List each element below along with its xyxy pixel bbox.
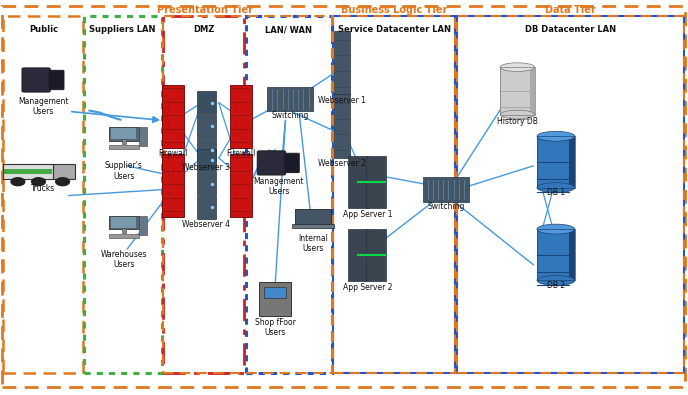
- FancyBboxPatch shape: [53, 164, 75, 179]
- FancyBboxPatch shape: [259, 282, 291, 316]
- FancyBboxPatch shape: [3, 164, 53, 179]
- Text: Presentation Tier: Presentation Tier: [157, 5, 253, 15]
- Circle shape: [11, 178, 25, 186]
- Text: App Server 2: App Server 2: [343, 283, 393, 292]
- Bar: [333, 16, 455, 373]
- Text: Shop fFoor
Users: Shop fFoor Users: [255, 318, 296, 337]
- FancyBboxPatch shape: [334, 94, 350, 158]
- Ellipse shape: [500, 63, 535, 71]
- FancyBboxPatch shape: [295, 209, 331, 226]
- Ellipse shape: [537, 276, 574, 286]
- FancyBboxPatch shape: [284, 153, 299, 173]
- Circle shape: [32, 178, 45, 186]
- Bar: [537, 229, 575, 280]
- Bar: [530, 67, 535, 115]
- Text: Trucks: Trucks: [31, 184, 56, 194]
- FancyBboxPatch shape: [230, 85, 252, 148]
- FancyBboxPatch shape: [197, 172, 216, 195]
- Ellipse shape: [537, 132, 574, 141]
- Bar: [570, 136, 575, 188]
- FancyBboxPatch shape: [348, 156, 369, 208]
- FancyBboxPatch shape: [334, 31, 350, 95]
- Text: History DB: History DB: [497, 117, 538, 126]
- Bar: [333, 16, 455, 373]
- FancyBboxPatch shape: [111, 217, 136, 228]
- FancyBboxPatch shape: [292, 224, 334, 228]
- FancyBboxPatch shape: [197, 149, 216, 171]
- Bar: [163, 16, 332, 373]
- Bar: [537, 229, 575, 280]
- Bar: [537, 136, 575, 188]
- Text: Internal
Users: Internal Users: [298, 234, 328, 253]
- Bar: [84, 16, 162, 373]
- Bar: [163, 16, 244, 373]
- Bar: [500, 67, 535, 115]
- FancyBboxPatch shape: [122, 228, 126, 233]
- Text: DMZ: DMZ: [193, 25, 215, 34]
- Text: Supplier's
Users: Supplier's Users: [105, 161, 143, 181]
- FancyBboxPatch shape: [109, 145, 139, 149]
- Text: App Server 1: App Server 1: [343, 210, 393, 219]
- Text: Public: Public: [29, 25, 58, 34]
- Ellipse shape: [537, 224, 574, 234]
- FancyBboxPatch shape: [264, 287, 286, 298]
- Text: Webserver 4: Webserver 4: [182, 220, 230, 229]
- Text: Switching: Switching: [427, 202, 464, 211]
- Circle shape: [56, 178, 69, 186]
- Bar: [500, 67, 535, 115]
- FancyBboxPatch shape: [109, 216, 139, 229]
- FancyBboxPatch shape: [162, 85, 184, 148]
- FancyBboxPatch shape: [197, 196, 216, 219]
- Bar: [246, 16, 332, 373]
- Text: DB 1: DB 1: [547, 188, 565, 198]
- Text: Management
Users: Management Users: [253, 177, 304, 196]
- Bar: [3, 16, 83, 373]
- Text: Data Tier: Data Tier: [545, 5, 596, 15]
- FancyBboxPatch shape: [348, 229, 369, 281]
- FancyBboxPatch shape: [267, 87, 313, 111]
- FancyBboxPatch shape: [139, 127, 147, 146]
- Bar: [570, 229, 575, 280]
- Text: Service Datacenter LAN: Service Datacenter LAN: [338, 25, 451, 34]
- Text: Firewall: Firewall: [159, 149, 188, 158]
- FancyBboxPatch shape: [109, 234, 139, 238]
- Text: DB 2: DB 2: [547, 281, 565, 290]
- Bar: [457, 16, 684, 373]
- FancyBboxPatch shape: [49, 70, 64, 90]
- Text: LAN/ WAN: LAN/ WAN: [266, 25, 312, 34]
- FancyBboxPatch shape: [257, 151, 286, 175]
- Text: Business Logic Tier: Business Logic Tier: [341, 5, 447, 15]
- Text: Suppliers LAN: Suppliers LAN: [89, 25, 155, 34]
- Text: Management
Users: Management Users: [18, 97, 69, 116]
- Ellipse shape: [537, 183, 574, 193]
- FancyBboxPatch shape: [366, 156, 386, 208]
- Bar: [457, 16, 684, 373]
- Text: Webserver 1: Webserver 1: [318, 96, 366, 105]
- Text: Webserver 3: Webserver 3: [182, 163, 230, 172]
- Text: Warehouses
Users: Warehouses Users: [100, 250, 147, 269]
- Ellipse shape: [500, 110, 535, 119]
- FancyBboxPatch shape: [111, 128, 136, 139]
- FancyBboxPatch shape: [197, 91, 216, 114]
- FancyBboxPatch shape: [122, 139, 126, 144]
- Text: Firewall: Firewall: [226, 149, 255, 158]
- FancyBboxPatch shape: [109, 127, 139, 141]
- FancyBboxPatch shape: [197, 139, 216, 161]
- Text: DB Datacenter LAN: DB Datacenter LAN: [525, 25, 616, 34]
- FancyBboxPatch shape: [139, 216, 147, 235]
- FancyBboxPatch shape: [422, 177, 469, 202]
- FancyBboxPatch shape: [4, 169, 52, 174]
- Text: Switching: Switching: [272, 111, 309, 120]
- FancyBboxPatch shape: [197, 115, 216, 138]
- FancyBboxPatch shape: [162, 154, 184, 217]
- FancyBboxPatch shape: [230, 154, 252, 217]
- FancyBboxPatch shape: [366, 229, 386, 281]
- Bar: [537, 136, 575, 188]
- Text: Webserver 2: Webserver 2: [318, 159, 366, 168]
- FancyBboxPatch shape: [22, 68, 50, 92]
